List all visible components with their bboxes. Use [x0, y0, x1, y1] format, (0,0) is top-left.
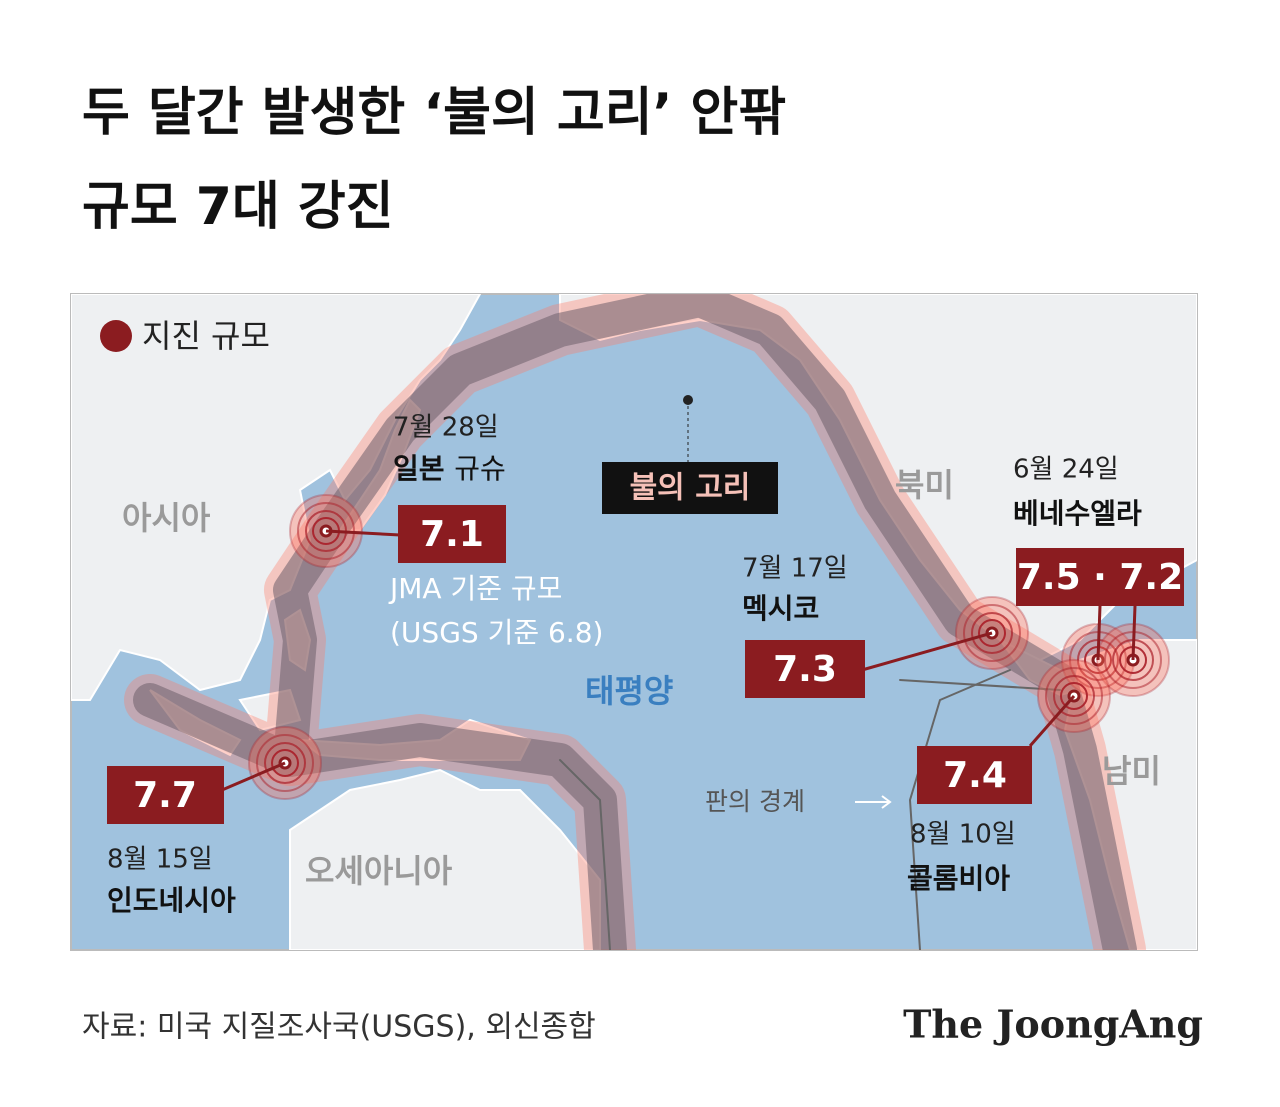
quake-date: 6월 24일 — [1013, 455, 1119, 485]
magnitude: 7.7 — [133, 775, 197, 816]
region-label: 남미 — [1102, 752, 1161, 790]
legend-label: 지진 규모 — [142, 317, 270, 355]
quake-place: 인도네시아 — [107, 884, 236, 917]
leader — [1028, 695, 1076, 747]
magnitude-box — [107, 766, 224, 824]
quake-place: 일본 규슈 — [393, 452, 506, 485]
ring-dot — [683, 395, 693, 405]
ring-label: 불의 고리 — [630, 471, 751, 506]
epicenter-ring — [971, 612, 1013, 654]
epicenter-ring — [271, 749, 299, 777]
magnitude-box — [917, 746, 1032, 804]
quake-place: 콜롬비아 — [907, 862, 1010, 895]
title-line: 두 달간 발생한 ‘불의 고리’ 안팎 — [82, 83, 786, 143]
title-line: 규모 7대 강진 — [82, 177, 394, 237]
quake-place: 일본 — [393, 452, 445, 485]
magnitude: 7.1 — [420, 514, 484, 555]
quake-place: 베네수엘라 — [1013, 497, 1142, 530]
region-label: 아시아 — [122, 499, 211, 537]
magnitude: 7.4 — [943, 755, 1007, 796]
magnitude: 7.3 — [773, 649, 837, 690]
magnitude-box — [398, 505, 506, 563]
quake-place-detail: 규슈 — [454, 452, 506, 485]
brand: The JoongAng — [903, 1002, 1203, 1047]
epicenter-ring — [963, 604, 1021, 662]
quake-date: 7월 17일 — [742, 554, 848, 584]
quake-date: 8월 15일 — [107, 845, 213, 875]
magnitude-box — [745, 640, 865, 698]
epicenter-ring — [1060, 682, 1088, 710]
plate-arrow — [855, 795, 892, 809]
epicenter-ring — [1045, 667, 1103, 725]
source: 자료: 미국 지질조사국(USGS), 외신종합 — [82, 1010, 596, 1045]
leader — [861, 631, 993, 672]
leader — [221, 761, 286, 792]
epicenter-ring — [1053, 675, 1095, 717]
quake-note: (USGS 기준 6.8) — [390, 616, 603, 649]
ring-label-box — [602, 462, 778, 514]
epicenter-ring — [978, 619, 1006, 647]
map: 불의 고리 지진 규모 아시아 북미 태평양 남미 오세아니아 판의 경계 7월… — [70, 293, 1198, 951]
magnitude-box — [1016, 548, 1184, 606]
leader — [325, 529, 401, 537]
region-label: 오세아니아 — [305, 852, 453, 890]
plate-boundary-label: 판의 경계 — [705, 787, 805, 816]
epicenter-ring — [256, 734, 314, 792]
region-label: 태평양 — [585, 672, 673, 710]
epicenter-ring — [297, 502, 355, 560]
quake-place: 멕시코 — [742, 592, 819, 625]
australia-land — [289, 768, 601, 950]
quake-note: JMA 기준 규모 — [388, 572, 562, 605]
leader — [1096, 605, 1102, 661]
magnitude: 7.5 · 7.2 — [1017, 557, 1183, 598]
leader — [1131, 605, 1137, 661]
region-label: 북미 — [895, 466, 954, 504]
epicenter-ring — [264, 742, 306, 784]
quake-date: 8월 10일 — [910, 820, 1016, 850]
legend-dot — [100, 320, 132, 352]
quake-date: 7월 28일 — [393, 413, 499, 443]
